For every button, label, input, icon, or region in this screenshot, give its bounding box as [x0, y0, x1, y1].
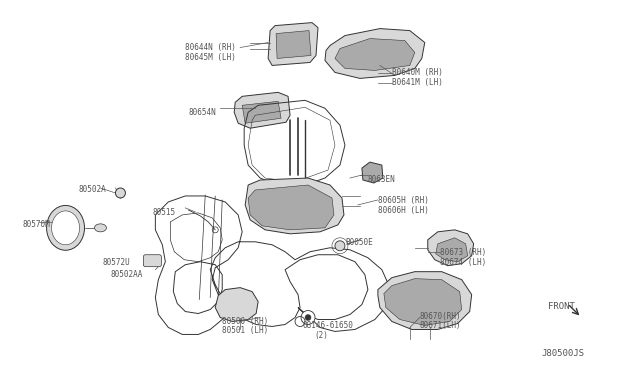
Ellipse shape [52, 211, 79, 245]
Polygon shape [378, 272, 472, 330]
Text: 80645M (LH): 80645M (LH) [186, 52, 236, 61]
Polygon shape [242, 101, 281, 123]
Text: 80502A: 80502A [79, 185, 106, 194]
Polygon shape [362, 162, 383, 183]
Polygon shape [384, 279, 461, 326]
Circle shape [305, 314, 311, 321]
FancyBboxPatch shape [143, 255, 161, 267]
Text: (2): (2) [314, 331, 328, 340]
Text: 80644N (RH): 80644N (RH) [186, 42, 236, 52]
Text: 80606H (LH): 80606H (LH) [378, 206, 429, 215]
Text: FRONT: FRONT [547, 302, 574, 311]
Text: 80500 (RH): 80500 (RH) [222, 317, 268, 326]
Text: B0641M (LH): B0641M (LH) [392, 78, 443, 87]
Ellipse shape [95, 224, 106, 232]
Text: 80671(LH): 80671(LH) [420, 321, 461, 330]
Polygon shape [436, 238, 468, 262]
Text: 80605H (RH): 80605H (RH) [378, 196, 429, 205]
Text: 80654N: 80654N [188, 108, 216, 117]
Text: 8063EN: 8063EN [368, 175, 396, 184]
Text: 80674 (LH): 80674 (LH) [440, 258, 486, 267]
Text: 08146-61650: 08146-61650 [302, 321, 353, 330]
Circle shape [115, 188, 125, 198]
Text: B0050E: B0050E [345, 238, 372, 247]
Text: 80501 (LH): 80501 (LH) [222, 327, 268, 336]
Polygon shape [215, 288, 258, 321]
Circle shape [335, 241, 345, 251]
Circle shape [301, 311, 315, 324]
Polygon shape [248, 185, 334, 230]
Text: B0640M (RH): B0640M (RH) [392, 68, 443, 77]
Polygon shape [245, 178, 344, 234]
Polygon shape [234, 92, 290, 128]
Polygon shape [335, 39, 415, 70]
Polygon shape [268, 23, 318, 65]
Text: 80572U: 80572U [102, 258, 130, 267]
Text: 80515: 80515 [152, 208, 175, 217]
Polygon shape [276, 31, 311, 58]
Polygon shape [325, 29, 425, 78]
Text: 80570M: 80570M [22, 220, 51, 229]
Text: J80500JS: J80500JS [541, 349, 584, 358]
Text: 80670(RH): 80670(RH) [420, 311, 461, 321]
Text: 80502AA: 80502AA [111, 270, 143, 279]
Polygon shape [428, 230, 474, 266]
Text: 80673 (RH): 80673 (RH) [440, 248, 486, 257]
Ellipse shape [47, 205, 84, 250]
